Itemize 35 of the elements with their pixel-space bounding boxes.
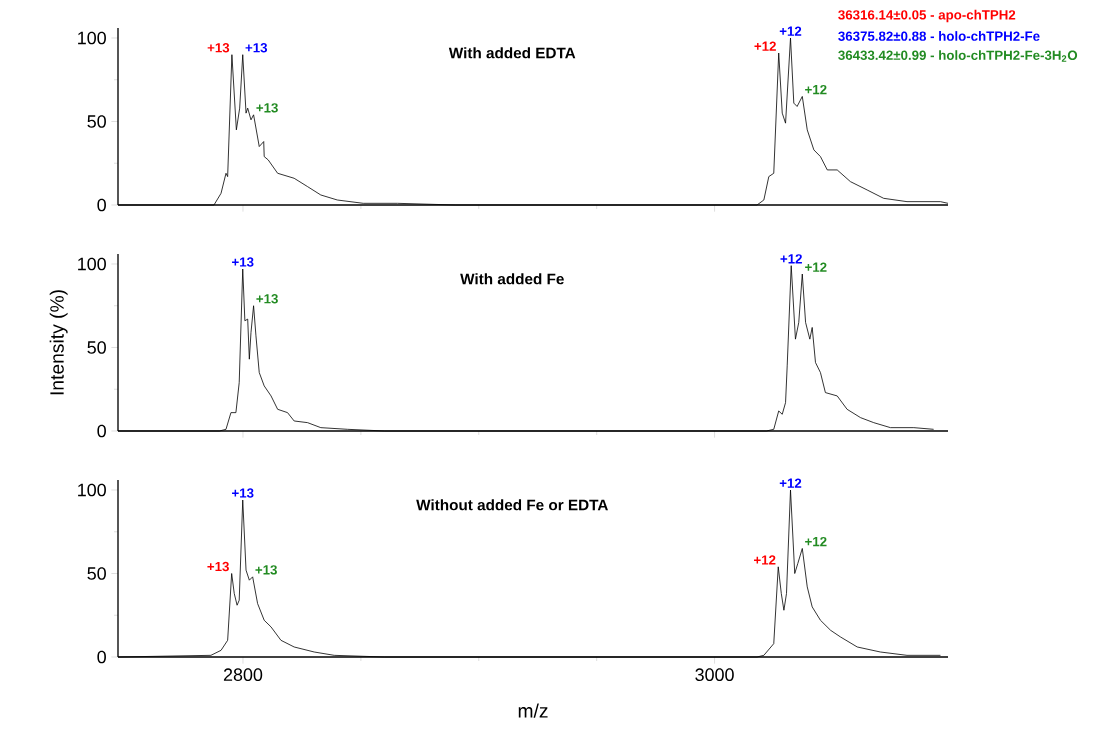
y-tick-label: 0 xyxy=(97,198,106,212)
text: 36316.14±0.05 - apo-chTPH2 xyxy=(838,9,1016,23)
text: With added Fe xyxy=(460,273,564,285)
x-tick-label: 3000 xyxy=(695,668,734,682)
y-tick-label: 100 xyxy=(78,483,106,497)
annotation: +12 xyxy=(779,478,802,488)
annotation: +12 xyxy=(780,254,802,264)
y-tick-label: 100 xyxy=(78,31,106,45)
y-tick-label: 100 xyxy=(78,257,106,271)
annotation: +12 xyxy=(779,26,802,36)
y-tick-label: 50 xyxy=(87,115,106,128)
annotation: +13 xyxy=(207,43,230,53)
annotation: 36375.82±0.88 - holo-chTPH2-Fe xyxy=(838,31,1040,41)
annotation: +12 xyxy=(805,536,827,547)
annotation: +12 xyxy=(754,41,776,51)
x-axis-title: m/z xyxy=(518,703,548,718)
y-tick-label: 50 xyxy=(87,341,106,354)
annotation: +13 xyxy=(256,103,278,113)
y-tick-label: 0 xyxy=(97,424,106,438)
annotation: +13 xyxy=(256,294,278,304)
annotation: +12 xyxy=(805,262,827,272)
annotation: +13 xyxy=(207,561,229,572)
annotation: +12 xyxy=(754,555,776,565)
y-tick-label: 0 xyxy=(97,650,106,664)
text: Without added Fe or EDTA xyxy=(416,499,608,511)
x-tick-label: 2800 xyxy=(223,668,263,682)
annotation: +13 xyxy=(245,43,268,53)
y-tick-label: 50 xyxy=(87,567,106,580)
annotation: +13 xyxy=(232,488,254,498)
annotation: +13 xyxy=(232,257,254,267)
y-axis-title: Intensity (%) xyxy=(49,290,68,395)
annotation: 36433.42±0.99 - holo-chTPH2-Fe-3H$_{2}$O xyxy=(838,50,1078,62)
annotation: +13 xyxy=(255,565,277,575)
annotation: +12 xyxy=(805,84,827,95)
text: With added EDTA xyxy=(448,47,576,59)
